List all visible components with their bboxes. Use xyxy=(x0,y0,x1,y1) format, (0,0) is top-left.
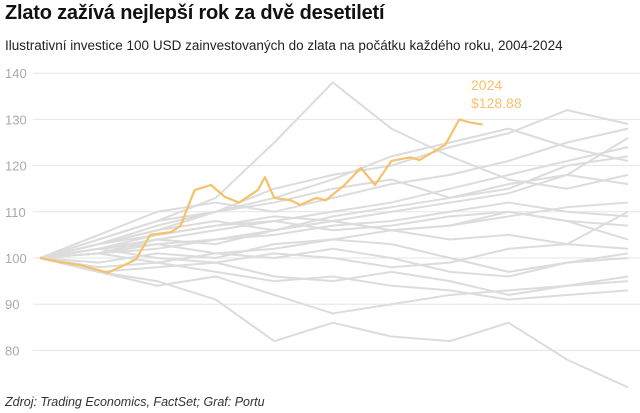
background-year-line xyxy=(39,257,629,315)
highlight-value-label: $128.88 xyxy=(471,95,522,111)
y-tick-label: 140 xyxy=(5,66,27,81)
background-year-line xyxy=(39,238,629,273)
chart-title: Zlato zažívá nejlepší rok za dvě desetil… xyxy=(5,2,385,24)
highlight-year-label: 2024 xyxy=(471,77,502,93)
background-year-line xyxy=(39,252,629,301)
y-tick-label: 110 xyxy=(5,205,26,220)
background-year-line xyxy=(39,127,629,259)
y-tick-label: 130 xyxy=(5,112,27,127)
y-tick-label: 80 xyxy=(5,343,19,358)
background-year-line xyxy=(39,247,629,278)
background-year-line xyxy=(39,146,629,259)
background-year-line xyxy=(39,81,629,259)
source-note: Zdroj: Trading Economics, FactSet; Graf:… xyxy=(5,395,265,409)
chart-subtitle: Ilustrativní investice 100 USD zainvesto… xyxy=(5,38,563,53)
y-tick-label: 90 xyxy=(5,297,19,312)
background-year-line xyxy=(39,201,629,259)
background-year-line xyxy=(39,137,629,259)
background-year-line xyxy=(39,210,629,259)
background-year-line xyxy=(39,257,629,389)
background-year-line xyxy=(39,109,629,259)
y-tick-label: 120 xyxy=(5,159,27,174)
y-tick-label: 100 xyxy=(5,251,27,266)
background-year-line xyxy=(39,257,629,296)
highlight-line-2024 xyxy=(39,118,483,274)
background-year-line xyxy=(39,127,629,259)
